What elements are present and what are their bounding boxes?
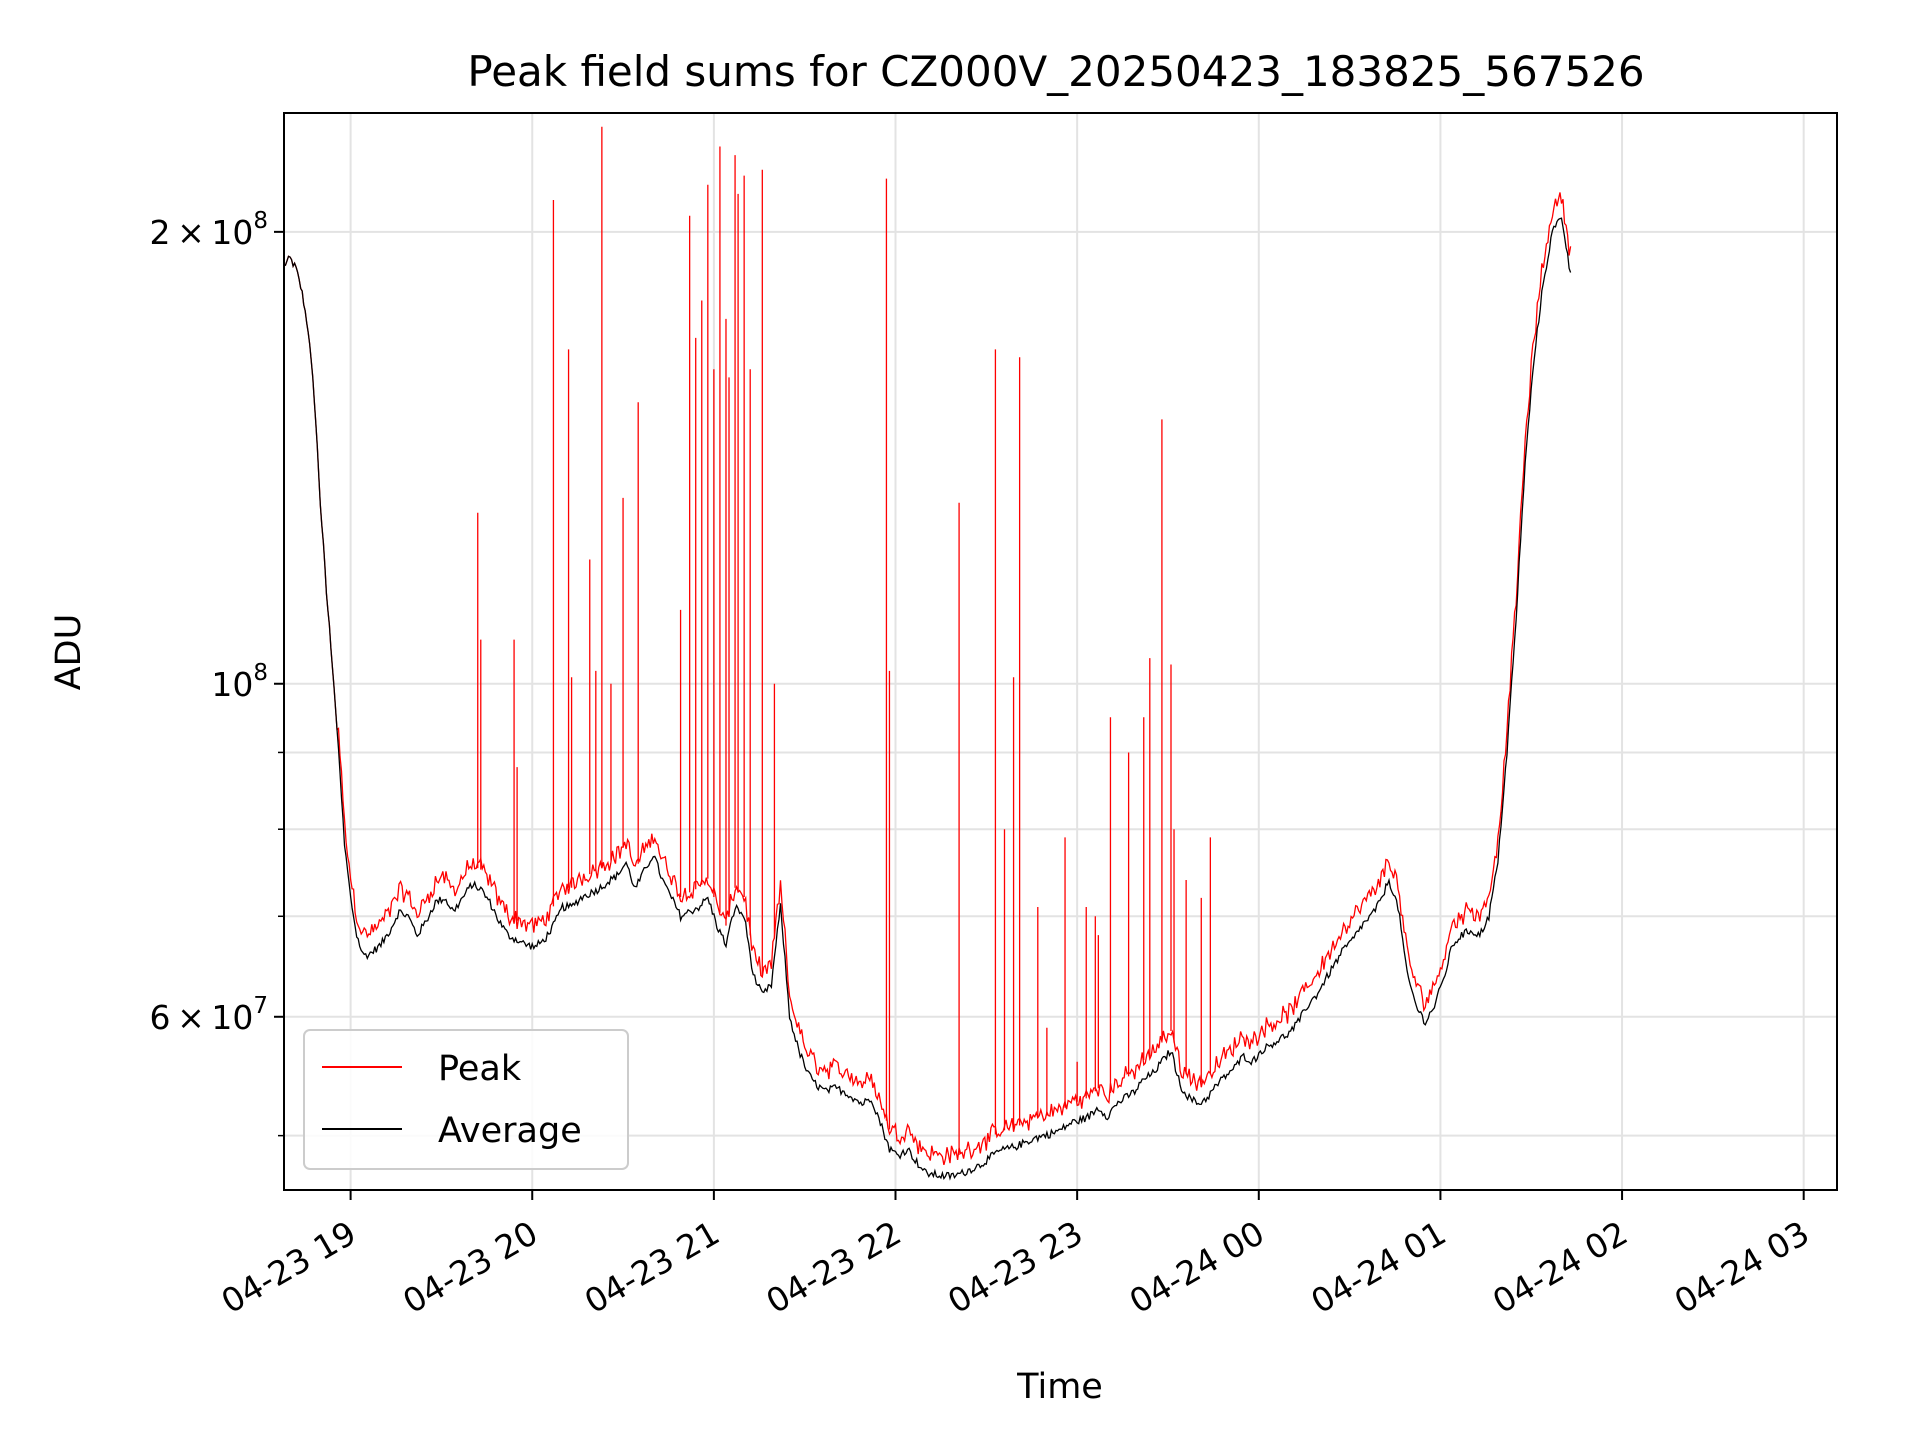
y-axis-ticks: 108 2 × 108 6 × 107: [150, 208, 284, 1137]
y-tick-label: 2 × 108: [150, 208, 268, 252]
series-line-peak: [283, 192, 1572, 1166]
legend-label-peak: Peak: [438, 1049, 522, 1089]
y-axis-label: ADU: [49, 614, 89, 691]
series-line-average: [283, 217, 1572, 1181]
legend-label-average: Average: [438, 1111, 582, 1151]
chart-title: Peak field sums for CZ000V_20250423_1838…: [467, 47, 1644, 96]
plot-lines: [283, 126, 1572, 1181]
x-axis-label: Time: [1016, 1367, 1103, 1407]
plot-frame: [283, 112, 1838, 1191]
y-tick-label: 6 × 107: [150, 993, 268, 1037]
y-tick-label: 108: [211, 660, 268, 704]
legend: Peak Average: [303, 1029, 629, 1170]
legend-box: [303, 1029, 629, 1170]
grid: [284, 113, 1837, 1190]
